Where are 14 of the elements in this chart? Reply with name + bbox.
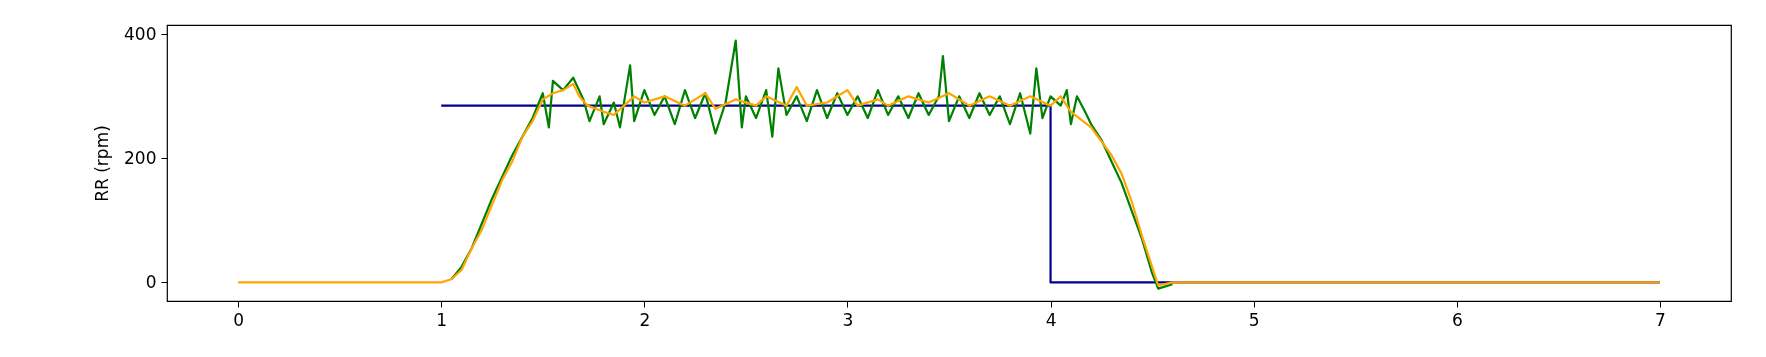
y-axis-title: RR (rpm) <box>92 125 113 202</box>
x-tick-label: 2 <box>639 309 651 330</box>
x-tick-label: 5 <box>1248 309 1260 330</box>
x-tick-label: 0 <box>233 309 244 330</box>
x-tick-label: 7 <box>1654 309 1666 330</box>
line-series <box>450 39 1174 290</box>
x-tick-label: 3 <box>842 309 854 330</box>
y-tick-label: 200 <box>124 147 157 168</box>
x-tick-label: 4 <box>1045 309 1057 330</box>
x-tick-label: 1 <box>436 309 448 330</box>
line-series <box>236 82 1662 287</box>
y-tick-label: 400 <box>124 23 157 44</box>
x-tick-label: 6 <box>1451 309 1463 330</box>
y-tick-label: 0 <box>145 271 157 292</box>
